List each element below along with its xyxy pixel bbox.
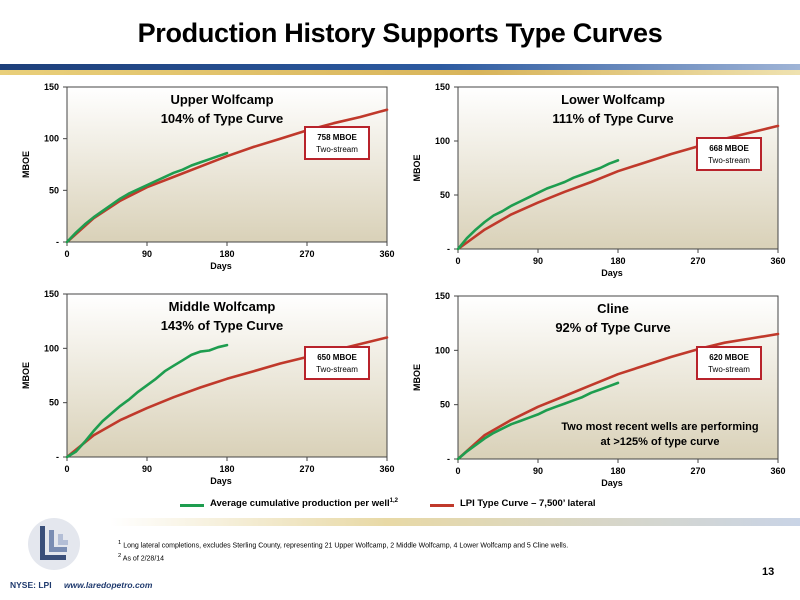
- chart-subtitle: 92% of Type Curve: [555, 320, 670, 335]
- chart-annotation-line-2: at >125% of type curve: [601, 436, 720, 448]
- series-line-actual: [456, 381, 620, 461]
- series-line-type-curve: [456, 332, 780, 461]
- y-tick-label: 150: [44, 82, 59, 92]
- ticker: NYSE: LPI: [10, 580, 52, 590]
- y-tick-label: 50: [440, 400, 450, 410]
- x-tick-label: 180: [219, 249, 234, 259]
- x-tick-label: 90: [533, 256, 543, 266]
- x-axis-label: Days: [601, 478, 623, 488]
- y-tick-label: -: [447, 454, 450, 464]
- page-number: 13: [762, 566, 775, 578]
- callout-line-1: 758 MBOE: [317, 133, 357, 142]
- x-tick-label: 90: [142, 464, 152, 474]
- x-axis-label: Days: [210, 261, 232, 271]
- footnotes: 1 Long lateral completions, excludes Ste…: [118, 538, 568, 565]
- y-tick-label: 150: [435, 82, 450, 92]
- x-tick-label: 360: [379, 249, 394, 259]
- y-tick-label: 100: [44, 343, 59, 353]
- x-axis-label: Days: [210, 476, 232, 486]
- chart-panel-2: - 50 100 150 0 90 180 270 360 Days MBOE Lower Wolfc…: [412, 82, 786, 278]
- callout-box: [304, 126, 370, 160]
- footnote-2: 2 As of 2/28/14: [118, 553, 165, 563]
- footer-band: [110, 518, 800, 526]
- y-tick-label: 100: [435, 345, 450, 355]
- x-tick-label: 0: [455, 466, 460, 476]
- chart-title: Lower Wolfcamp: [561, 92, 665, 107]
- x-tick-label: 0: [455, 256, 460, 266]
- x-tick-label: 180: [610, 466, 625, 476]
- y-tick-label: -: [56, 452, 59, 462]
- x-tick-label: 90: [142, 249, 152, 259]
- header-band-blue: [0, 64, 800, 70]
- x-tick-label: 90: [533, 466, 543, 476]
- callout-box: [696, 346, 762, 380]
- series-line-actual: [65, 343, 229, 459]
- y-tick-label: 100: [435, 136, 450, 146]
- x-tick-label: 270: [690, 256, 705, 266]
- callout-line-1: 650 MBOE: [317, 353, 357, 362]
- callout-line-2: Two-stream: [316, 365, 358, 374]
- x-tick-label: 180: [610, 256, 625, 266]
- y-tick-label: 150: [435, 291, 450, 301]
- series-line-actual: [65, 151, 229, 244]
- y-tick-label: -: [447, 244, 450, 254]
- y-tick-label: 50: [49, 185, 59, 195]
- y-axis-label: MBOE: [21, 362, 31, 389]
- website-link[interactable]: www.laredopetro.com: [63, 580, 153, 590]
- chart-subtitle: 104% of Type Curve: [161, 111, 284, 126]
- chart-title: Cline: [597, 301, 629, 316]
- x-tick-label: 270: [299, 464, 314, 474]
- x-tick-label: 0: [64, 249, 69, 259]
- legend-label-actual: Average cumulative production per well: [210, 498, 390, 510]
- y-tick-label: 50: [49, 398, 59, 408]
- callout-line-2: Two-stream: [316, 145, 358, 154]
- y-tick-label: -: [56, 237, 59, 247]
- company-logo: [24, 516, 84, 572]
- x-tick-label: 270: [690, 466, 705, 476]
- y-axis-label: MBOE: [412, 155, 422, 182]
- callout-line-1: 668 MBOE: [709, 144, 749, 153]
- y-axis-label: MBOE: [21, 151, 31, 178]
- x-tick-label: 270: [299, 249, 314, 259]
- legend-label-type-curve: LPI Type Curve – 7,500’ lateral: [460, 498, 596, 509]
- callout-line-2: Two-stream: [708, 156, 750, 165]
- chart-panel-3: - 50 100 150 0 90 180 270 360 Days MBOE Middle Wolf…: [21, 289, 395, 486]
- x-tick-label: 0: [64, 464, 69, 474]
- y-tick-label: 50: [440, 190, 450, 200]
- callout-box: [696, 137, 762, 171]
- x-tick-label: 180: [219, 464, 234, 474]
- series-line-type-curve: [65, 108, 389, 244]
- y-tick-label: 150: [44, 289, 59, 299]
- y-axis-label: MBOE: [412, 364, 422, 391]
- legend-swatch-type-curve: [430, 504, 454, 507]
- callout-line-2: Two-stream: [708, 365, 750, 374]
- footnote-1: 1 Long lateral completions, excludes Ste…: [118, 540, 569, 550]
- footer-left: NYSE: LPI www.laredopetro.com: [10, 580, 162, 590]
- chart-title: Middle Wolfcamp: [169, 299, 276, 314]
- x-axis-label: Days: [601, 268, 623, 278]
- plot-area: [66, 86, 388, 243]
- x-tick-label: 360: [770, 256, 785, 266]
- chart-annotation-line-1: Two most recent wells are performing: [561, 421, 758, 433]
- x-tick-label: 360: [379, 464, 394, 474]
- chart-panel-4: - 50 100 150 0 90 180 270 360 Days MBOE Cline 92% of…: [412, 291, 786, 488]
- chart-subtitle: 143% of Type Curve: [161, 318, 284, 333]
- x-tick-label: 360: [770, 466, 785, 476]
- chart-subtitle: 111% of Type Curve: [552, 111, 673, 126]
- page-title: Production History Supports Type Curves: [137, 18, 663, 48]
- callout-line-1: 620 MBOE: [709, 353, 749, 362]
- series-line-actual: [456, 159, 620, 251]
- legend-swatch-actual: [180, 504, 204, 507]
- chart-panel-1: - 50 100 150 0 90 180 270 360 Days MBOE Upper Wolfc…: [21, 82, 395, 271]
- chart-title: Upper Wolfcamp: [170, 92, 273, 107]
- callout-box: [304, 346, 370, 380]
- header-band-gold: [0, 70, 800, 75]
- legend-sup: 1,2: [389, 498, 399, 504]
- y-tick-label: 100: [44, 134, 59, 144]
